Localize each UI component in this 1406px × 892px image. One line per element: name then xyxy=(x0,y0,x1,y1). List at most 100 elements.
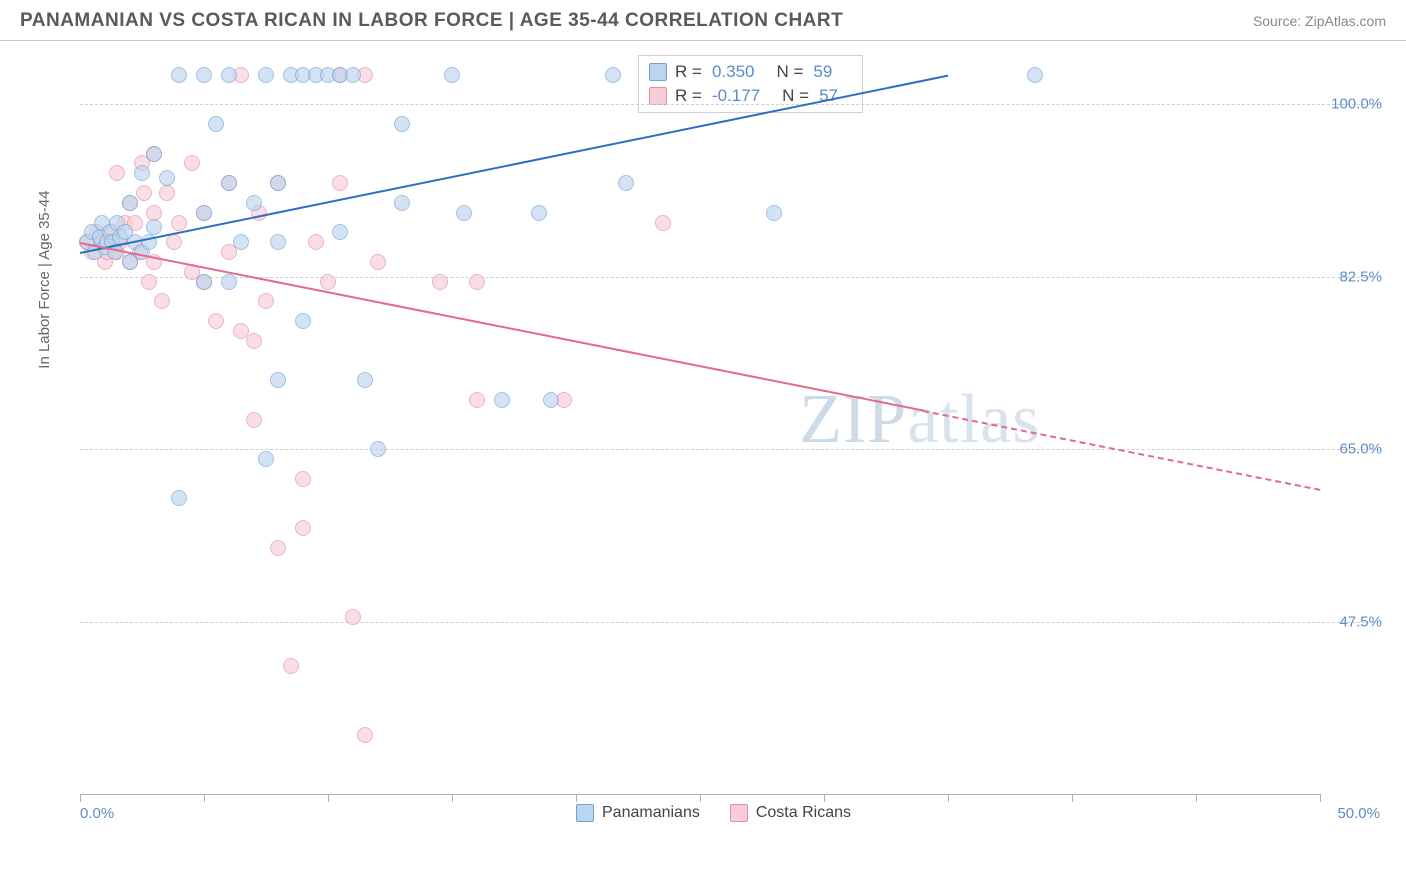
scatter-point-costaricans xyxy=(283,658,299,674)
scatter-point-panamanians xyxy=(246,195,262,211)
scatter-point-panamanians xyxy=(258,451,274,467)
scatter-point-costaricans xyxy=(141,274,157,290)
scatter-point-panamanians xyxy=(159,170,175,186)
scatter-point-costaricans xyxy=(357,727,373,743)
scatter-point-panamanians xyxy=(233,234,249,250)
scatter-point-costaricans xyxy=(655,215,671,231)
gridline-h xyxy=(80,104,1380,105)
x-tick xyxy=(824,794,825,802)
scatter-point-panamanians xyxy=(370,441,386,457)
scatter-point-panamanians xyxy=(543,392,559,408)
scatter-point-panamanians xyxy=(456,205,472,221)
scatter-point-panamanians xyxy=(618,175,634,191)
chart-header: PANAMANIAN VS COSTA RICAN IN LABOR FORCE… xyxy=(0,0,1406,41)
scatter-point-panamanians xyxy=(531,205,547,221)
scatter-point-costaricans xyxy=(159,185,175,201)
scatter-point-panamanians xyxy=(122,195,138,211)
scatter-point-panamanians xyxy=(394,195,410,211)
scatter-point-costaricans xyxy=(469,392,485,408)
scatter-point-panamanians xyxy=(332,224,348,240)
trendline-costaricans-extension xyxy=(923,410,1320,491)
scatter-point-costaricans xyxy=(146,205,162,221)
trendline-panamanians xyxy=(80,75,948,254)
n-value-costaricans: 57 xyxy=(819,86,838,106)
scatter-point-panamanians xyxy=(146,219,162,235)
scatter-point-panamanians xyxy=(196,274,212,290)
scatter-point-costaricans xyxy=(154,293,170,309)
scatter-point-panamanians xyxy=(270,234,286,250)
y-tick-label: 47.5% xyxy=(1339,613,1382,630)
scatter-point-panamanians xyxy=(295,313,311,329)
r-value-costaricans: -0.177 xyxy=(712,86,760,106)
scatter-point-panamanians xyxy=(171,67,187,83)
scatter-point-panamanians xyxy=(270,372,286,388)
scatter-point-costaricans xyxy=(320,274,336,290)
gridline-h xyxy=(80,622,1380,623)
r-label: R = xyxy=(675,62,702,82)
scatter-point-panamanians xyxy=(134,165,150,181)
trendline-costaricans xyxy=(80,242,924,411)
legend: Panamanians Costa Ricans xyxy=(576,804,851,822)
x-tick xyxy=(204,794,205,802)
scatter-point-panamanians xyxy=(221,67,237,83)
scatter-point-costaricans xyxy=(258,293,274,309)
scatter-point-panamanians xyxy=(345,67,361,83)
scatter-point-panamanians xyxy=(146,146,162,162)
chart-title: PANAMANIAN VS COSTA RICAN IN LABOR FORCE… xyxy=(20,10,843,32)
legend-swatch-costaricans xyxy=(730,804,748,822)
x-axis-min-label: 0.0% xyxy=(80,805,114,822)
plot-region: ZIPatlas R = 0.350 N = 59 R = -0.177 N =… xyxy=(80,55,1320,795)
x-tick xyxy=(1196,794,1197,802)
scatter-point-costaricans xyxy=(109,165,125,181)
y-axis-title: In Labor Force | Age 35-44 xyxy=(36,191,53,369)
legend-swatch-panamanians xyxy=(576,804,594,822)
scatter-point-costaricans xyxy=(136,185,152,201)
scatter-point-panamanians xyxy=(270,175,286,191)
scatter-point-costaricans xyxy=(171,215,187,231)
scatter-point-costaricans xyxy=(295,520,311,536)
x-tick xyxy=(576,794,577,802)
y-tick-label: 100.0% xyxy=(1331,96,1382,113)
legend-label-costaricans: Costa Ricans xyxy=(756,804,851,822)
scatter-point-panamanians xyxy=(394,116,410,132)
scatter-point-panamanians xyxy=(444,67,460,83)
scatter-point-costaricans xyxy=(246,333,262,349)
x-tick xyxy=(328,794,329,802)
scatter-point-costaricans xyxy=(208,313,224,329)
scatter-point-panamanians xyxy=(766,205,782,221)
gridline-h xyxy=(80,449,1380,450)
scatter-point-panamanians xyxy=(221,175,237,191)
x-tick xyxy=(700,794,701,802)
scatter-point-costaricans xyxy=(308,234,324,250)
scatter-point-costaricans xyxy=(432,274,448,290)
scatter-point-panamanians xyxy=(494,392,510,408)
scatter-point-panamanians xyxy=(171,490,187,506)
x-tick xyxy=(1072,794,1073,802)
x-axis-max-label: 50.0% xyxy=(1337,805,1380,822)
scatter-point-costaricans xyxy=(469,274,485,290)
scatter-point-costaricans xyxy=(345,609,361,625)
scatter-point-panamanians xyxy=(208,116,224,132)
scatter-point-panamanians xyxy=(258,67,274,83)
scatter-point-costaricans xyxy=(295,471,311,487)
scatter-point-panamanians xyxy=(196,67,212,83)
scatter-point-panamanians xyxy=(1027,67,1043,83)
legend-item-costaricans: Costa Ricans xyxy=(730,804,851,822)
stats-row-panamanians: R = 0.350 N = 59 xyxy=(649,60,852,84)
x-tick xyxy=(452,794,453,802)
n-value-panamanians: 59 xyxy=(813,62,832,82)
scatter-point-costaricans xyxy=(166,234,182,250)
scatter-point-panamanians xyxy=(196,205,212,221)
scatter-point-costaricans xyxy=(370,254,386,270)
scatter-point-costaricans xyxy=(270,540,286,556)
swatch-panamanians xyxy=(649,63,667,81)
source-attribution: Source: ZipAtlas.com xyxy=(1253,13,1386,29)
scatter-point-costaricans xyxy=(246,412,262,428)
x-tick xyxy=(1320,794,1321,802)
x-tick xyxy=(80,794,81,802)
scatter-point-panamanians xyxy=(357,372,373,388)
scatter-point-panamanians xyxy=(221,274,237,290)
legend-label-panamanians: Panamanians xyxy=(602,804,700,822)
scatter-point-costaricans xyxy=(184,155,200,171)
y-tick-label: 65.0% xyxy=(1339,441,1382,458)
